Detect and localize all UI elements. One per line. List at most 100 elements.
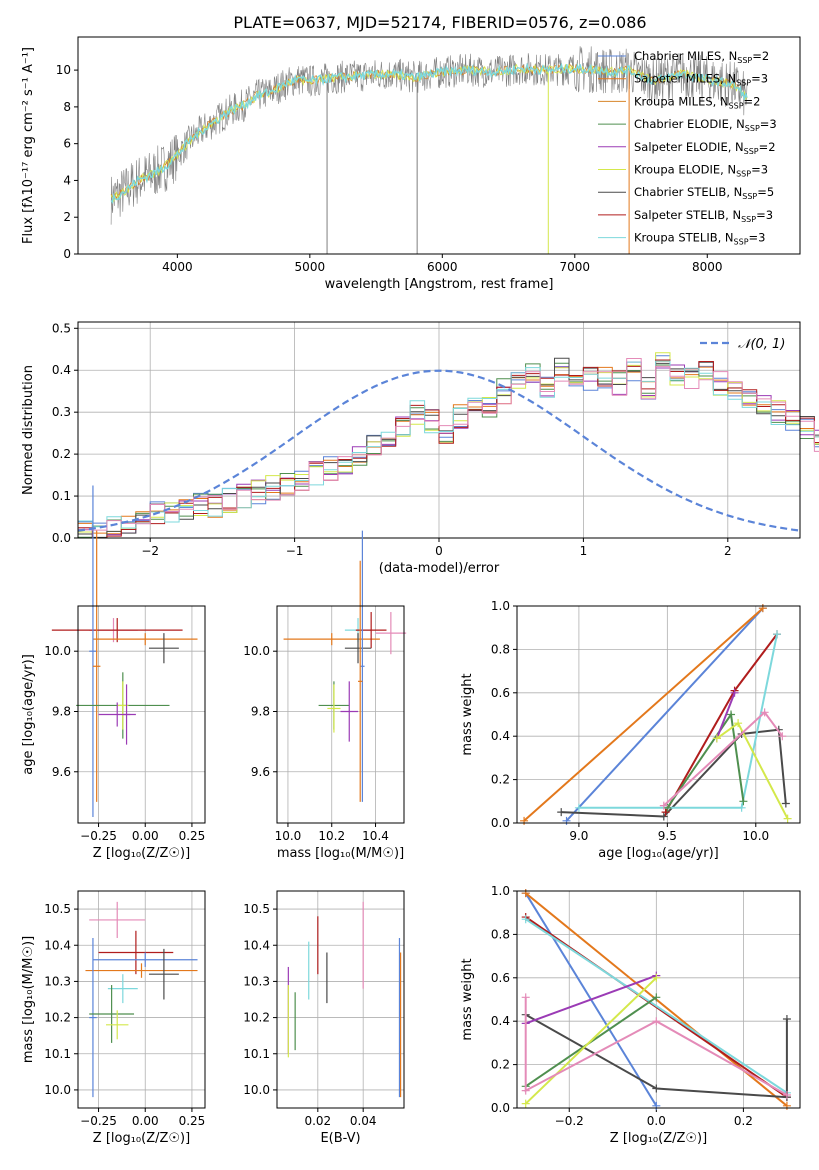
errorbar-point <box>89 985 135 1043</box>
tick-label-x: 0.00 <box>132 1114 159 1128</box>
series-line <box>561 728 787 818</box>
series-marker <box>773 630 782 639</box>
series-marker <box>782 1090 791 1099</box>
tick-label-x: 0.00 <box>132 829 159 843</box>
legend-tail: =3 <box>749 231 766 245</box>
histogram-series <box>78 352 819 539</box>
series-line <box>525 918 788 1094</box>
legend-label: Salpeter ELODIE, NSSP=2 <box>634 140 776 156</box>
tick-label-y: 9.8 <box>251 704 270 718</box>
tick-label-y: 2 <box>63 210 71 224</box>
series-marker <box>782 1015 791 1024</box>
tick-label-x: 0.04 <box>350 1114 377 1128</box>
y-axis-label: Flux [fλ10⁻¹⁷ erg cm⁻² s⁻¹ A⁻¹] <box>21 47 36 244</box>
series-marker <box>557 808 566 817</box>
errorbar-point <box>89 485 97 817</box>
series-marker <box>521 993 530 1002</box>
x-axis-label: mass [log₁₀(M/M☉)] <box>277 846 404 861</box>
errorbar-point <box>89 901 146 939</box>
tick-label-y: 4 <box>63 173 71 187</box>
series-line <box>565 607 764 822</box>
series-marker <box>521 915 530 924</box>
series-marker <box>574 803 583 812</box>
x-axis-label: Z [log₁₀(Z/Z☉)] <box>610 1131 707 1146</box>
legend-text: Chabrier STELIB, N <box>634 185 742 199</box>
series-marker <box>652 993 661 1002</box>
tick-label-y: 10.0 <box>243 1083 270 1097</box>
x-axis-label: (data-model)/error <box>379 561 500 576</box>
tick-label-y: 10.1 <box>243 1047 270 1061</box>
axes-frame <box>77 321 801 539</box>
massweight-vs-age-axes: 9.0 9.5 10.0 0.0 0.2 0.4 0.6 0.8 1.0 age [log₁₀(a… <box>460 599 801 861</box>
legend-subscript: SSP <box>744 147 759 156</box>
tick-label-x: 10.0 <box>742 829 769 843</box>
series-marker <box>521 1099 530 1108</box>
legend-label: Kroupa STELIB, NSSP=3 <box>634 231 765 247</box>
series-marker <box>661 808 670 817</box>
mass-vs-ebv-axes: 0.02 0.04 10.0 10.1 10.2 10.3 10.4 10.5 E(B-V) <box>243 890 405 1146</box>
tick-label-y: 9.6 <box>251 765 270 779</box>
series-line <box>715 692 736 739</box>
legend-tail: =3 <box>756 208 773 222</box>
histogram-series <box>78 357 819 538</box>
y-axis-label: mass weight <box>460 958 475 1040</box>
legend-text: Kroupa STELIB, N <box>634 231 734 245</box>
tick-label-y: 9.8 <box>52 704 71 718</box>
legend-subscript: SSP <box>736 79 751 88</box>
y-axis-label: mass [log₁₀(M/M☉)] <box>21 936 36 1063</box>
tick-label-x: −0.2 <box>555 1114 584 1128</box>
tick-label-x: 9.5 <box>658 829 677 843</box>
legend-label: Kroupa ELODIE, NSSP=3 <box>634 163 768 179</box>
y-axis-label: mass weight <box>460 673 475 755</box>
errorbar-point <box>92 633 198 646</box>
x-axis-label: Z [log₁₀(Z/Z☉)] <box>93 1131 190 1146</box>
axes-frame <box>276 605 405 824</box>
tick-label-y: 10.2 <box>44 1011 71 1025</box>
tick-label-x: 0.02 <box>304 1114 331 1128</box>
series-marker <box>712 734 721 743</box>
errorbar-point <box>51 618 183 643</box>
tick-label-y: 10.5 <box>44 902 71 916</box>
tick-label-y: 0.2 <box>491 773 510 787</box>
x-axis-label: age [log₁₀(age/yr)] <box>598 846 719 861</box>
massweight-vs-metallicity-axes: −0.2 0.0 0.2 0.0 0.2 0.4 0.6 0.8 1.0 Z [log₁₀(Z/Z… <box>460 884 801 1146</box>
tick-label-x: −0.25 <box>80 1114 117 1128</box>
series-line <box>525 977 657 1105</box>
histogram-series <box>78 358 819 531</box>
gaussian-curve <box>77 369 801 532</box>
series-marker <box>652 1084 661 1093</box>
tick-label-y: 10 <box>56 63 71 77</box>
series-marker <box>652 1017 661 1026</box>
errorbar-point <box>106 1010 129 1040</box>
histogram-series <box>78 362 819 538</box>
legend-text: Chabrier MILES, N <box>634 49 737 63</box>
legend-tail: =2 <box>752 49 769 63</box>
tick-label-y: 10.2 <box>243 1011 270 1025</box>
tick-label-x: 10.2 <box>318 829 345 843</box>
tick-label-x: 7000 <box>560 260 591 274</box>
age-vs-mass-axes: 10.0 10.2 10.4 9.6 9.8 10.0 mass [log₁₀(M/M☉)] <box>243 530 407 861</box>
series-marker <box>652 973 661 982</box>
tick-label-y: 10.3 <box>243 974 270 988</box>
tick-label-y: 0.2 <box>52 447 71 461</box>
histogram-series <box>78 359 819 539</box>
legend-subscript: SSP <box>737 56 752 65</box>
series-marker <box>778 732 787 741</box>
errorbar-point <box>89 938 97 1098</box>
tick-label-y: 0.0 <box>491 816 510 830</box>
series-marker <box>730 688 739 697</box>
tick-label-y: 0.5 <box>52 321 71 335</box>
spectrum-data-line <box>110 46 748 225</box>
axes-frame <box>516 890 801 1109</box>
series-marker <box>737 803 746 812</box>
tick-label-y: 1.0 <box>491 884 510 898</box>
errorbar-point <box>85 963 198 978</box>
errorbar-point <box>107 974 138 1004</box>
tick-label-x: 10.0 <box>275 829 302 843</box>
errorbar-point <box>340 681 359 742</box>
legend-tail: =2 <box>744 94 761 108</box>
tick-label-x: 0 <box>435 544 443 558</box>
tick-label-x: 2 <box>724 544 732 558</box>
legend-text: Salpeter STELIB, N <box>634 208 741 222</box>
